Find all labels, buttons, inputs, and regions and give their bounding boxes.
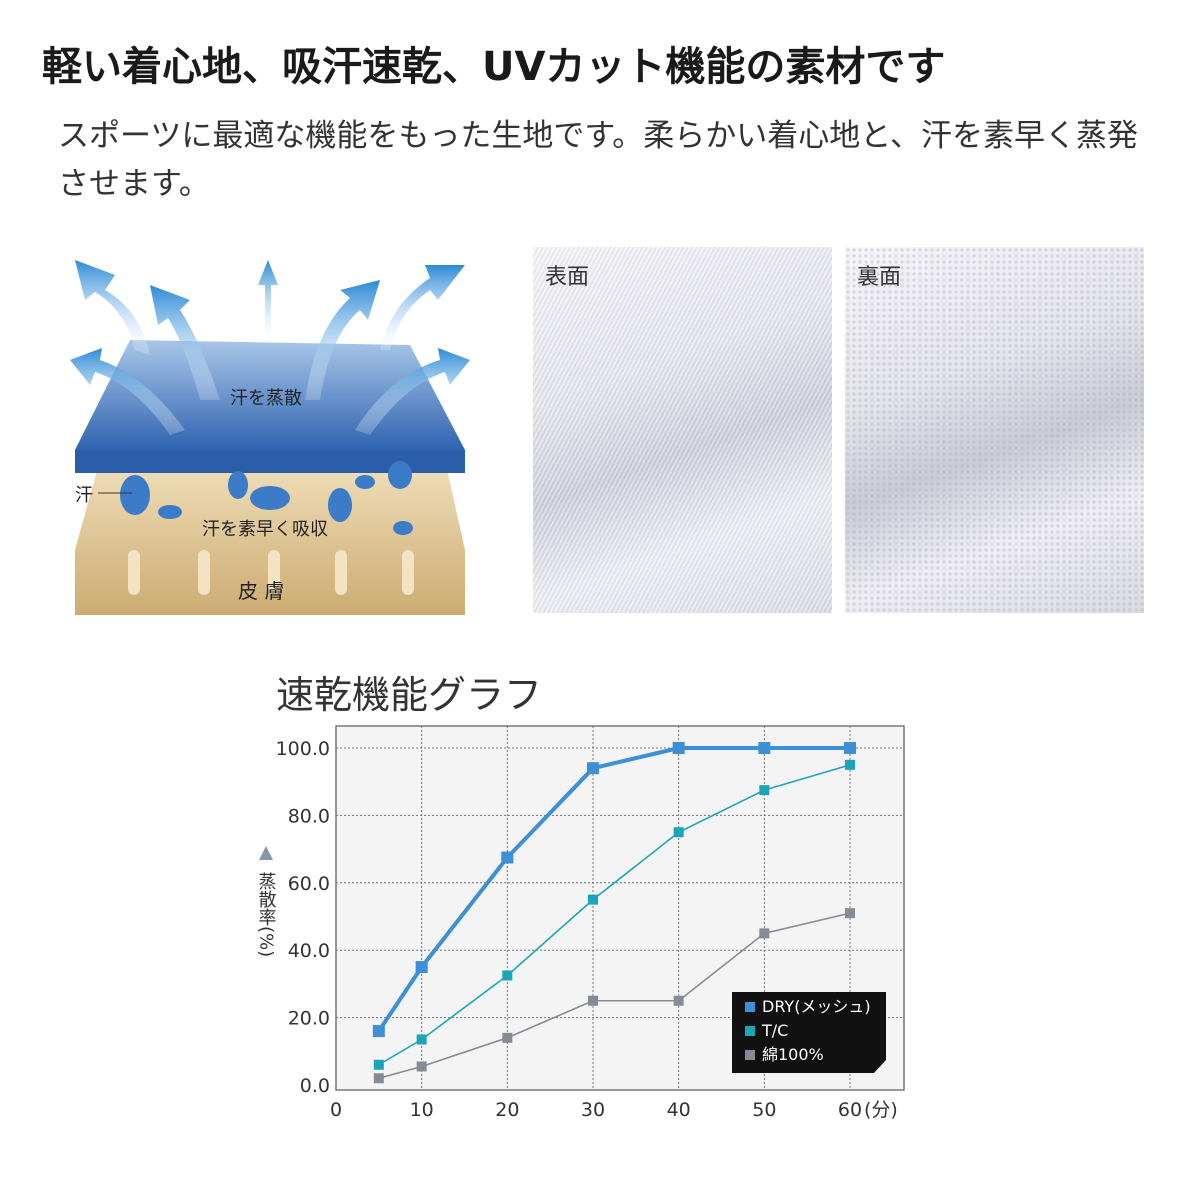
data-point bbox=[372, 1025, 385, 1038]
fabric-front-label: 表面 bbox=[545, 265, 590, 290]
x-tick-label: 0 bbox=[330, 1099, 342, 1121]
data-point bbox=[501, 851, 514, 864]
x-tick-label: 40 bbox=[667, 1099, 691, 1121]
absorb-label: 汗を素早く吸収 bbox=[202, 519, 328, 540]
legend: DRY(メッシュ) T/C 綿100% bbox=[732, 992, 886, 1073]
data-point bbox=[588, 894, 598, 905]
legend-label: T/C bbox=[761, 1021, 788, 1040]
description: スポーツに最適な機能をもった生地です。柔らかい着心地と、汗を素早く蒸発させます。 bbox=[58, 118, 1139, 202]
sweat-label: 汗 bbox=[75, 485, 93, 506]
y-tick-label: 80.0 bbox=[288, 805, 330, 827]
x-tick-label: 30 bbox=[581, 1099, 605, 1121]
data-point bbox=[673, 995, 684, 1006]
data-point bbox=[416, 1034, 427, 1045]
fabric-back-photo: 裏面 bbox=[845, 247, 1144, 613]
legend-label: DRY(メッシュ) bbox=[762, 997, 871, 1016]
data-point bbox=[845, 908, 855, 919]
sweat-drops bbox=[120, 461, 413, 535]
x-tick-label: 10 bbox=[410, 1099, 434, 1121]
x-tick-label: 50 bbox=[752, 1099, 776, 1121]
data-point bbox=[587, 762, 599, 775]
data-point bbox=[373, 1073, 384, 1084]
fabric-back-label: 裏面 bbox=[857, 265, 902, 290]
data-point bbox=[845, 759, 855, 770]
y-tick-label: 40.0 bbox=[288, 940, 330, 962]
data-point bbox=[759, 928, 770, 939]
y-axis-title: 蒸散率(%) bbox=[256, 872, 277, 957]
legend-swatch bbox=[745, 1026, 755, 1036]
data-point bbox=[844, 742, 856, 754]
fabric-front-photo: 表面 bbox=[533, 247, 832, 613]
evaporate-label: 汗を蒸散 bbox=[230, 388, 302, 409]
data-point bbox=[502, 1032, 513, 1043]
data-point bbox=[759, 785, 770, 796]
y-tick-label: 60.0 bbox=[288, 873, 330, 895]
data-point bbox=[416, 1061, 427, 1072]
skin-label: 皮 膚 bbox=[238, 579, 284, 603]
legend-label: 綿100% bbox=[762, 1045, 824, 1064]
data-point bbox=[673, 827, 684, 838]
data-point bbox=[758, 742, 771, 754]
x-axis-unit: (分) bbox=[864, 1099, 898, 1121]
y-tick-label: 100.0 bbox=[276, 738, 330, 760]
triangle-icon bbox=[259, 846, 273, 860]
skin-layer bbox=[75, 460, 465, 615]
legend-swatch bbox=[745, 1050, 755, 1060]
headline: 軽い着心地、吸汗速乾、UVカット機能の素材です bbox=[42, 44, 946, 90]
data-point bbox=[415, 961, 428, 974]
data-point bbox=[672, 742, 685, 754]
y-tick-label: 0.0 bbox=[300, 1075, 330, 1097]
y-axis-label: 蒸散率(%) bbox=[256, 846, 277, 957]
legend-swatch bbox=[745, 1002, 755, 1012]
data-point bbox=[588, 995, 598, 1006]
x-tick-label: 60 bbox=[838, 1099, 862, 1121]
data-point bbox=[502, 970, 513, 981]
x-tick-label: 20 bbox=[495, 1099, 519, 1121]
chart-title: 速乾機能グラフ bbox=[276, 673, 543, 717]
data-point bbox=[373, 1059, 384, 1070]
y-tick-label: 20.0 bbox=[288, 1008, 330, 1030]
evaporation-arrows bbox=[70, 260, 470, 435]
sweat-wicking-illustration: 汗を蒸散 汗 汗を素早く吸収 皮 膚 bbox=[70, 260, 470, 615]
